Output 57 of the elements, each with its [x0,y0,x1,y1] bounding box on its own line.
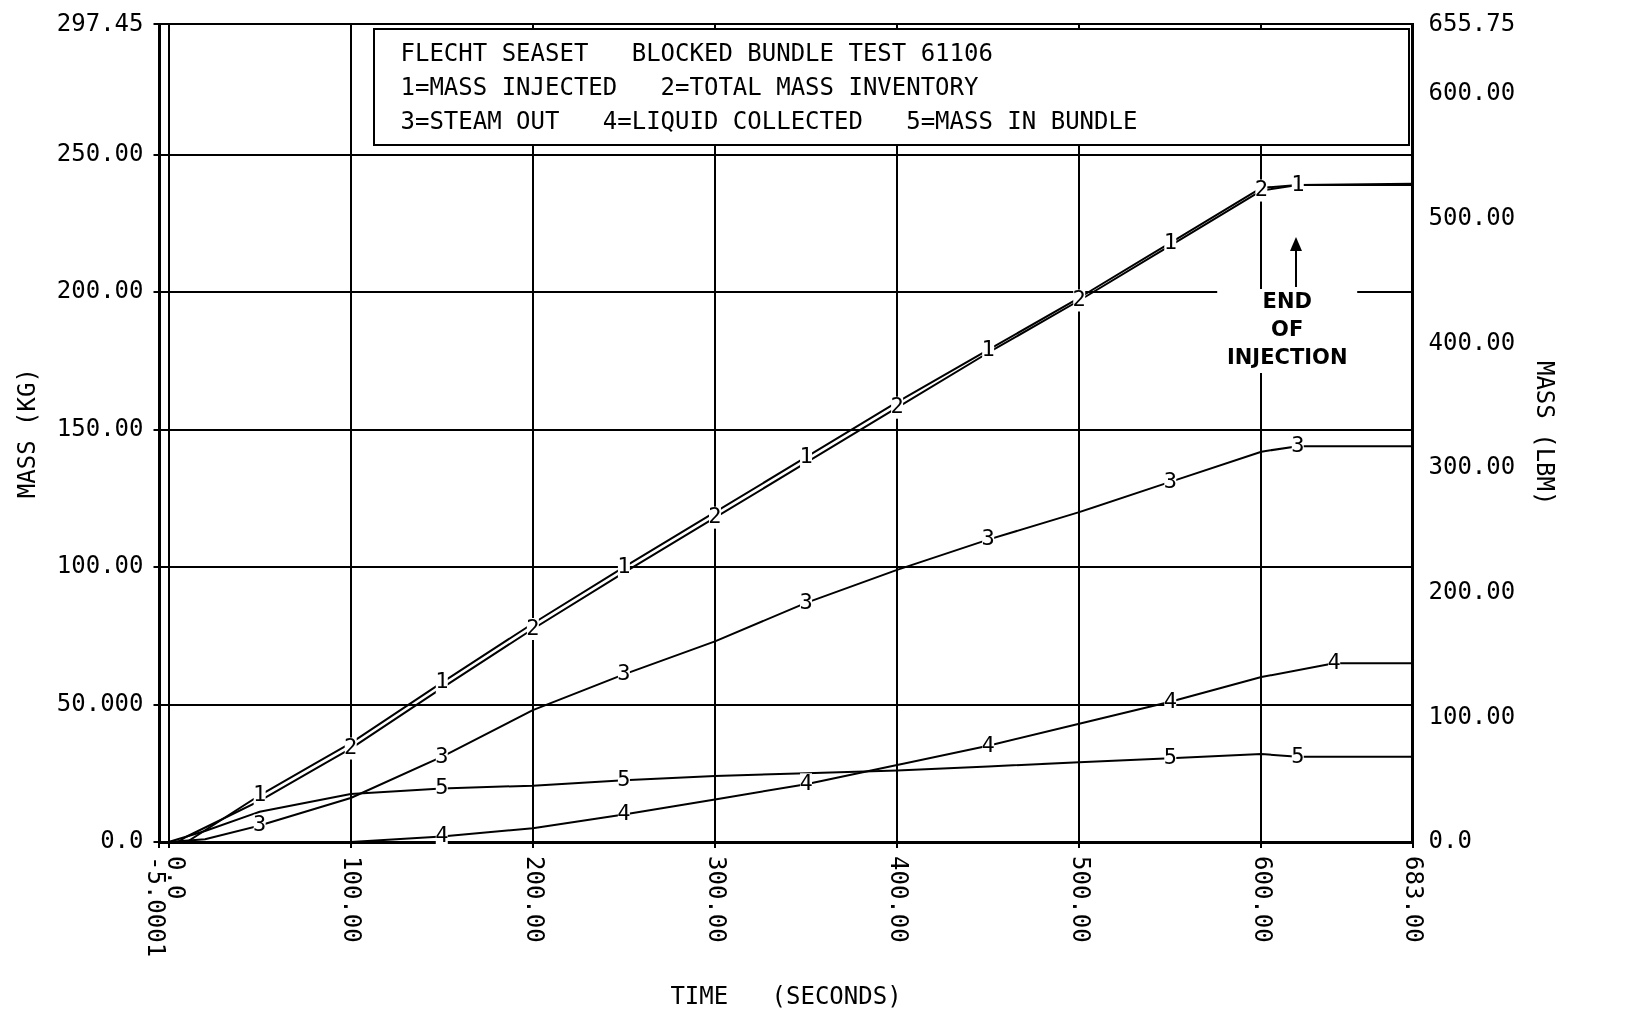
series-label: 2 [1072,286,1086,312]
y2-tick-label: 500.00 [1428,202,1516,231]
y2-tick-label: 200.00 [1428,576,1516,605]
x-tick-label: 100.00 [338,856,367,943]
text: 1 [1291,170,1305,196]
x-tick-label: 600.00 [1249,856,1278,943]
x-tick-label: 400.00 [884,856,913,943]
series-label: 1 [1163,228,1177,254]
text: 5 [435,774,449,800]
text: 4 [799,770,813,795]
y2-tick-label: 655.75 [1428,8,1516,37]
annotation: END OF INJECTION [1226,289,1348,370]
text-box: FLECHT SEASET BLOCKED BUNDLE TEST 61106 1=MASS INJECTED 2=TOTAL MASS INVENTORY 3=STEAM OUT 4=LIQUID COLLECTED 5=MASS IN BUNDLE [372,28,1411,147]
text: 1 [617,552,631,578]
series-label: 5 [1163,743,1177,769]
y-tick-label: 297.45 [56,8,144,37]
text: 5 [617,765,631,791]
text: 5 [1291,742,1305,768]
text: 1 [981,335,995,361]
text: 4 [617,800,631,826]
text: 3 [1291,431,1305,457]
text: 3 [1163,467,1177,493]
x-tick-label: 500.00 [1066,856,1095,943]
y2-tick-label: 300.00 [1428,452,1516,481]
text: 2 [1254,176,1268,202]
y2-tick-label: 0.0 [1428,826,1472,855]
series-label: 4 [1163,687,1177,713]
y2-axis-title: MASS (LBM) [1531,360,1560,506]
y-tick-label: 100.00 [56,551,144,580]
y-tick-label: 200.00 [56,276,144,305]
text: 3 [799,588,813,614]
text: 2 [890,393,904,419]
text: 3 [253,811,267,837]
text: 2 [526,614,540,640]
y2-tick-label: 600.00 [1428,78,1516,107]
x-axis-title: TIME (SECONDS) [670,981,902,1010]
y2-tick-label: 100.00 [1428,701,1516,730]
text: 4 [981,731,995,757]
x-tick-label: 683.00 [1400,856,1429,943]
y-tick-label: 250.00 [56,139,144,168]
y-tick-label: 0.0 [100,826,144,855]
text: 1 [435,668,449,694]
y2-tick-label: 400.00 [1428,327,1516,356]
text: 2 [344,734,358,760]
text: 1 [799,442,813,468]
text: 4 [1327,649,1341,675]
text: 3 [435,742,449,768]
text: 1 [253,780,267,806]
x-tick-label: 300.00 [702,856,731,943]
x-tick-label: 200.00 [520,856,549,943]
series-label: 3 [981,525,995,551]
y-axis-title: MASS (KG) [12,368,41,499]
text: 3 [617,660,631,686]
y-tick-label: 150.00 [56,413,144,442]
text: 4 [435,822,449,848]
y-tick-label: 50.000 [56,688,144,717]
text: 2 [708,503,722,529]
